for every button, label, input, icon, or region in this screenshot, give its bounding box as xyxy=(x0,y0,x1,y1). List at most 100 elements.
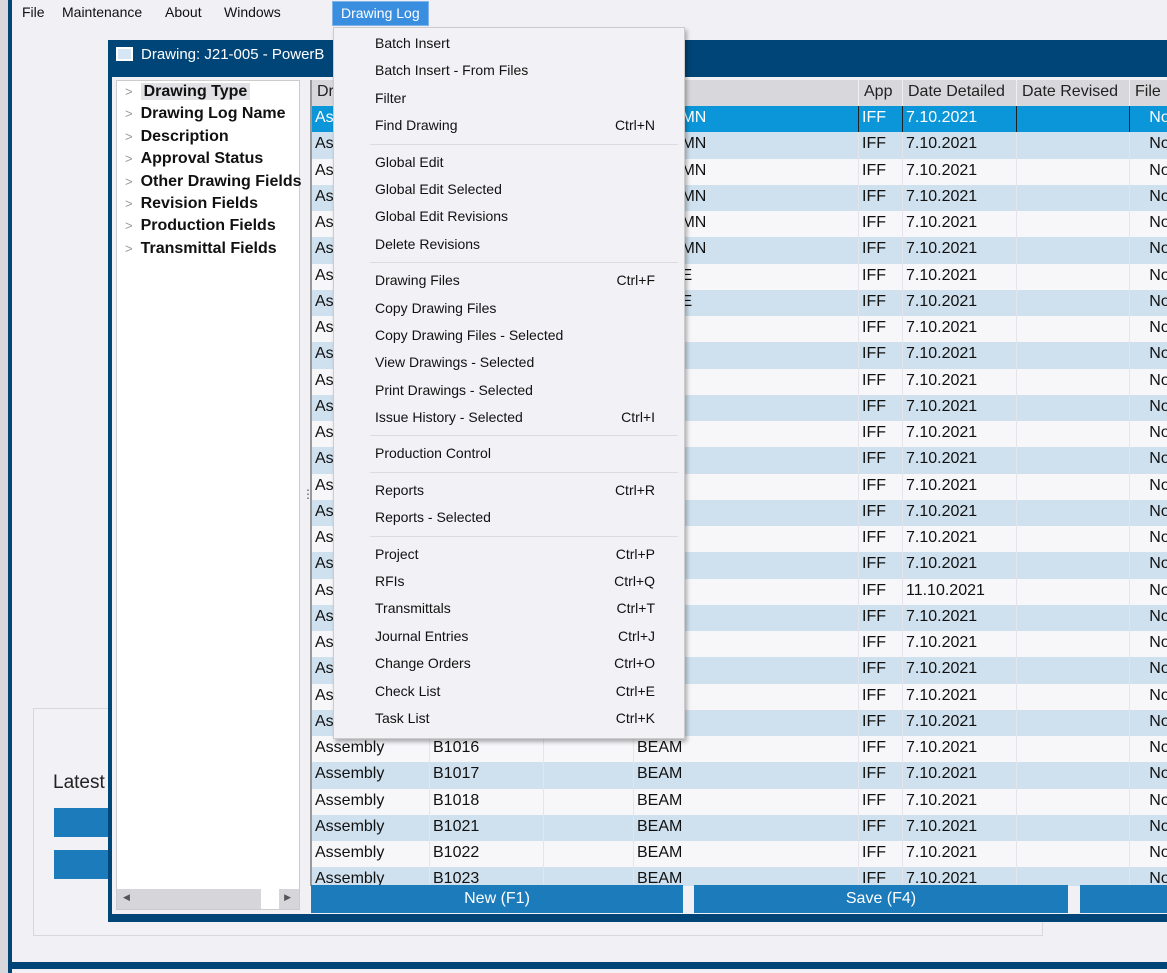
scroll-right-icon[interactable]: ▶ xyxy=(284,892,291,902)
header-file[interactable]: File xyxy=(1130,80,1167,106)
tree-item[interactable]: > Drawing Log Name xyxy=(125,105,286,123)
window-title: Drawing: J21-005 - PowerB xyxy=(116,46,324,63)
new-button[interactable]: New (F1) xyxy=(311,885,683,913)
menu-item-transmittals[interactable]: Transmittals Ctrl+T xyxy=(334,595,684,622)
cell-date-detailed: 7.10.2021 xyxy=(903,263,1017,290)
cell-drawing-number: B1016 xyxy=(430,736,544,763)
menu-separator xyxy=(370,262,678,264)
header-date-detailed[interactable]: Date Detailed xyxy=(903,80,1017,106)
cell-date-revised xyxy=(1017,106,1130,133)
cell-file: No xyxy=(1130,342,1167,368)
menu-item-view-drawings-selected[interactable]: View Drawings - Selected xyxy=(334,349,684,376)
tree-item[interactable]: > Other Drawing Fields xyxy=(125,173,302,191)
cell-column-3 xyxy=(544,867,634,886)
menu-about[interactable]: About xyxy=(165,4,202,20)
menu-item-global-edit-selected[interactable]: Global Edit Selected xyxy=(334,176,684,203)
menu-item-label: Filter xyxy=(375,89,407,106)
header-app[interactable]: App xyxy=(859,80,903,106)
cell-app: IFF xyxy=(859,316,903,343)
menu-item-batch-insert[interactable]: Batch Insert xyxy=(334,30,684,57)
menu-item-task-list[interactable]: Task List Ctrl+K xyxy=(334,705,684,732)
more-button[interactable] xyxy=(1080,885,1167,913)
cell-app: IFF xyxy=(859,841,903,868)
menu-drawing-log[interactable]: Drawing Log xyxy=(332,1,429,26)
cell-date-detailed: 7.10.2021 xyxy=(903,289,1017,316)
menu-item-issue-history-selected[interactable]: Issue History - Selected Ctrl+I xyxy=(334,404,684,431)
scroll-left-icon[interactable]: ◀ xyxy=(123,892,130,902)
cell-date-revised xyxy=(1017,604,1130,631)
cell-date-revised xyxy=(1017,683,1130,710)
cell-column-3 xyxy=(544,736,634,763)
menu-item-rfis[interactable]: RFIs Ctrl+Q xyxy=(334,568,684,595)
menu-item-find-drawing[interactable]: Find Drawing Ctrl+N xyxy=(334,112,684,139)
menu-item-project[interactable]: Project Ctrl+P xyxy=(334,541,684,568)
save-button[interactable]: Save (F4) xyxy=(694,885,1068,913)
tree-item[interactable]: > Revision Fields xyxy=(125,195,258,213)
chevron-right-icon[interactable]: > xyxy=(125,84,133,99)
cell-description xyxy=(634,316,859,343)
app-frame-edge xyxy=(0,0,12,973)
menu-item-filter[interactable]: Filter xyxy=(334,85,684,112)
cell-app: IFF xyxy=(859,447,903,474)
chevron-right-icon[interactable]: > xyxy=(125,196,133,211)
chevron-right-icon[interactable]: > xyxy=(125,240,133,256)
menu-item-reports[interactable]: Reports Ctrl+R xyxy=(334,477,684,504)
background-button[interactable] xyxy=(54,808,114,837)
menu-item-label: Change Orders xyxy=(375,655,471,672)
menu-maintenance[interactable]: Maintenance xyxy=(62,4,143,20)
tree-item[interactable]: > Transmittal Fields xyxy=(125,240,277,258)
menu-item-drawing-files[interactable]: Drawing Files Ctrl+F xyxy=(334,267,684,294)
chevron-right-icon[interactable]: > xyxy=(125,128,133,144)
menu-item-journal-entries[interactable]: Journal Entries Ctrl+J xyxy=(334,623,684,650)
menu-item-change-orders[interactable]: Change Orders Ctrl+O xyxy=(334,650,684,677)
menu-item-reports-selected[interactable]: Reports - Selected xyxy=(334,504,684,531)
menu-item-batch-insert-from-files[interactable]: Batch Insert - From Files xyxy=(334,57,684,84)
background-button[interactable] xyxy=(54,850,114,879)
cell-date-detailed: 7.10.2021 xyxy=(903,316,1017,343)
cell-app: IFF xyxy=(859,683,903,710)
tree-item[interactable]: > Drawing Type xyxy=(125,83,251,101)
cell-date-revised xyxy=(1017,736,1130,763)
tree-item[interactable]: > Approval Status xyxy=(125,150,263,168)
cell-app: IFF xyxy=(859,473,903,500)
chevron-right-icon[interactable]: > xyxy=(125,151,133,167)
menu-separator xyxy=(370,471,678,473)
cell-drawing-number: B1022 xyxy=(430,841,544,868)
menu-item-label: View Drawings - Selected xyxy=(375,354,535,371)
menu-file[interactable]: File xyxy=(22,4,45,20)
header-date-revised[interactable]: Date Revised xyxy=(1017,80,1130,106)
menu-item-delete-revisions[interactable]: Delete Revisions xyxy=(334,231,684,258)
cell-app: IFF xyxy=(859,604,903,631)
menu-separator xyxy=(370,143,678,145)
tree-item[interactable]: > Description xyxy=(125,128,229,146)
menu-item-label: Issue History - Selected xyxy=(375,409,523,426)
menu-item-shortcut: Ctrl+F xyxy=(616,272,656,289)
cell-date-detailed: 7.10.2021 xyxy=(903,552,1017,579)
menu-item-production-control[interactable]: Production Control xyxy=(334,440,684,467)
menu-windows[interactable]: Windows xyxy=(224,4,281,20)
chevron-right-icon[interactable]: > xyxy=(125,106,133,122)
chevron-right-icon[interactable]: > xyxy=(125,218,133,234)
cell-date-revised xyxy=(1017,237,1130,264)
menu-item-print-drawings-selected[interactable]: Print Drawings - Selected xyxy=(334,377,684,404)
cell-app: IFF xyxy=(859,499,903,526)
cell-date-revised xyxy=(1017,578,1130,605)
cell-app: IFF xyxy=(859,394,903,421)
menu-item-global-edit-revisions[interactable]: Global Edit Revisions xyxy=(334,203,684,230)
menu-item-copy-drawing-files-selected[interactable]: Copy Drawing Files - Selected xyxy=(334,322,684,349)
cell-file: No xyxy=(1130,316,1167,342)
cell-file: No xyxy=(1130,474,1167,500)
menu-item-global-edit[interactable]: Global Edit xyxy=(334,149,684,176)
tree-horizontal-scrollbar[interactable]: ◀ ▶ xyxy=(117,889,299,909)
menu-item-check-list[interactable]: Check List Ctrl+E xyxy=(334,678,684,705)
menu-item-copy-drawing-files[interactable]: Copy Drawing Files xyxy=(334,295,684,322)
tree-item[interactable]: > Production Fields xyxy=(125,217,276,235)
chevron-right-icon[interactable]: > xyxy=(125,173,133,189)
window-title-text: Drawing: J21-005 - PowerB xyxy=(141,46,325,63)
